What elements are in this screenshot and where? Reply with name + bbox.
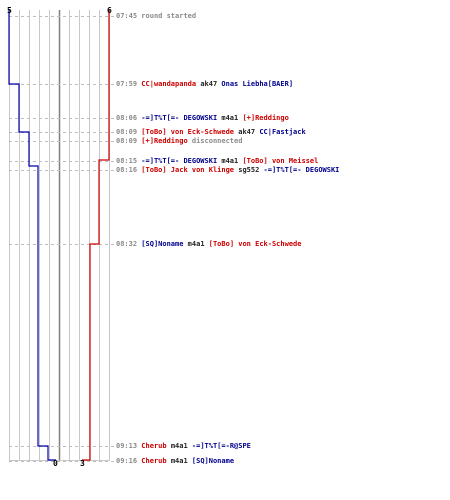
event-row: 08:16 [ToBo] Jack von Klinge sg552 -=]T%… — [116, 165, 339, 175]
weapon-name: m4a1 — [170, 457, 188, 465]
player-name: -=]T%T[=- DEGOWSKI — [141, 157, 218, 165]
red-end-count: 3 — [80, 459, 85, 468]
player-name: -=]T%T[=- DEGOWSKI — [141, 114, 218, 122]
blue-team-line — [8, 10, 56, 461]
player-name: CC|wandapanda — [141, 80, 197, 88]
event-time: 08:32 — [116, 240, 138, 248]
blue-end-count: 0 — [53, 459, 58, 468]
event-row: 08:06 -=]T%T[=- DEGOWSKI m4a1 [+]Redding… — [116, 113, 289, 123]
event-time: 09:16 — [116, 457, 138, 465]
event-time: 09:13 — [116, 442, 138, 450]
player-name: [SQ]Noname — [191, 457, 235, 465]
weapon-name: m4a1 — [221, 114, 239, 122]
event-row: 08:09 [+]Reddingo disconnected — [116, 136, 242, 146]
red-team-line — [82, 10, 110, 461]
event-row: 07:45 round started — [116, 11, 196, 21]
event-row: 08:09 [ToBo] von Eck-Schwede ak47 CC|Fas… — [116, 127, 306, 137]
event-message: round started — [141, 12, 197, 20]
weapon-name: ak47 — [200, 80, 218, 88]
player-name: [+]Reddingo — [242, 114, 289, 122]
player-name: [ToBo] Jack von Klinge — [141, 166, 235, 174]
event-time: 08:09 — [116, 128, 138, 136]
timeline-grid — [9, 10, 110, 461]
event-time: 07:59 — [116, 80, 138, 88]
player-name: [+]Reddingo — [141, 137, 188, 145]
event-time: 08:09 — [116, 137, 138, 145]
event-message: disconnected — [191, 137, 243, 145]
player-name: CC|Fastjack — [259, 128, 306, 136]
weapon-name: ak47 — [238, 128, 256, 136]
player-name: -=]T%T[=- DEGOWSKI — [263, 166, 340, 174]
player-name: [SQ]Noname — [141, 240, 184, 248]
event-row: 09:16 Cherub m4a1 [SQ]Noname — [116, 456, 234, 466]
player-name: [ToBo] von Eck-Schwede — [208, 240, 302, 248]
event-row: 07:59 CC|wandapanda ak47 Onas Liebha[BAE… — [116, 79, 293, 89]
event-guide-lines — [9, 16, 114, 462]
blue-start-count: 5 — [7, 6, 12, 15]
event-row: 08:32 [SQ]Noname m4a1 [ToBo] von Eck-Sch… — [116, 239, 301, 249]
event-row: 09:13 Cherub m4a1 -=]T%T[=-R@SPE — [116, 441, 251, 451]
event-time: 08:16 — [116, 166, 138, 174]
player-name: [ToBo] von Meissel — [242, 157, 319, 165]
player-name: Cherub — [141, 457, 167, 465]
team-step-lines — [8, 10, 110, 461]
player-name: [ToBo] von Eck-Schwede — [141, 128, 235, 136]
player-name: Onas Liebha[BAER] — [221, 80, 294, 88]
weapon-name: sg552 — [238, 166, 260, 174]
player-name: Cherub — [141, 442, 167, 450]
weapon-name: m4a1 — [187, 240, 205, 248]
event-time: 08:06 — [116, 114, 138, 122]
player-name: -=]T%T[=-R@SPE — [191, 442, 251, 450]
event-row: 08:15 -=]T%T[=- DEGOWSKI m4a1 [ToBo] von… — [116, 156, 318, 166]
event-time: 07:45 — [116, 12, 138, 20]
weapon-name: m4a1 — [221, 157, 239, 165]
weapon-name: m4a1 — [170, 442, 188, 450]
red-start-count: 6 — [107, 6, 112, 15]
event-time: 08:15 — [116, 157, 138, 165]
